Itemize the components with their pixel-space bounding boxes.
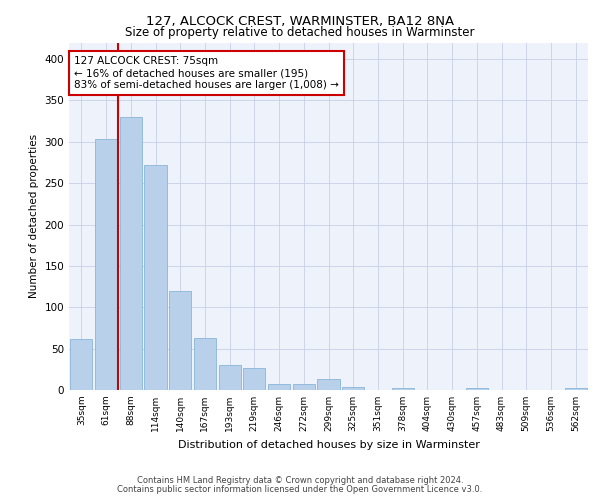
Bar xyxy=(95,140,117,390)
Bar xyxy=(392,388,414,390)
Text: Size of property relative to detached houses in Warminster: Size of property relative to detached ho… xyxy=(125,26,475,39)
Text: 127, ALCOCK CREST, WARMINSTER, BA12 8NA: 127, ALCOCK CREST, WARMINSTER, BA12 8NA xyxy=(146,15,454,28)
Text: Contains public sector information licensed under the Open Government Licence v3: Contains public sector information licen… xyxy=(118,485,482,494)
Bar xyxy=(218,365,241,390)
Bar xyxy=(169,290,191,390)
Text: Contains HM Land Registry data © Crown copyright and database right 2024.: Contains HM Land Registry data © Crown c… xyxy=(137,476,463,485)
Bar xyxy=(342,386,364,390)
Bar xyxy=(466,388,488,390)
Bar xyxy=(293,384,315,390)
Bar xyxy=(119,117,142,390)
Bar xyxy=(317,379,340,390)
Bar xyxy=(194,338,216,390)
Bar xyxy=(145,165,167,390)
Bar xyxy=(243,368,265,390)
Bar xyxy=(268,384,290,390)
Y-axis label: Number of detached properties: Number of detached properties xyxy=(29,134,39,298)
Bar xyxy=(70,338,92,390)
Text: 127 ALCOCK CREST: 75sqm
← 16% of detached houses are smaller (195)
83% of semi-d: 127 ALCOCK CREST: 75sqm ← 16% of detache… xyxy=(74,56,339,90)
Bar xyxy=(565,388,587,390)
X-axis label: Distribution of detached houses by size in Warminster: Distribution of detached houses by size … xyxy=(178,440,479,450)
